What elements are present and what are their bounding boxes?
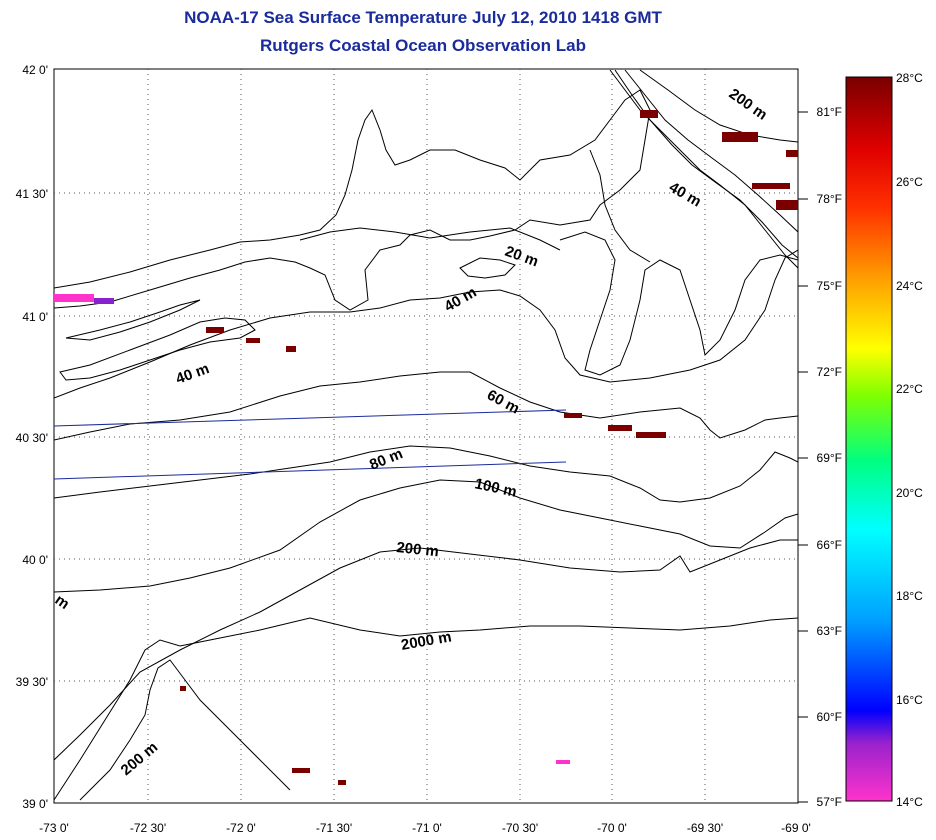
lon-label: -73 0' xyxy=(39,821,69,835)
celsius-label: 22°C xyxy=(896,382,923,396)
fahrenheit-label: 69°F xyxy=(817,451,842,465)
map-subtitle: Rutgers Coastal Ocean Observation Lab xyxy=(260,36,586,55)
lat-label: 42 0' xyxy=(22,63,48,77)
fahrenheit-label: 81°F xyxy=(817,105,842,119)
lon-label: -69 30' xyxy=(687,821,723,835)
lon-label: -71 0' xyxy=(412,821,442,835)
fahrenheit-scale: 81°F 78°F 75°F 72°F 69°F 66°F 63°F 60°F … xyxy=(817,105,842,809)
celsius-label: 20°C xyxy=(896,486,923,500)
celsius-label: 14°C xyxy=(896,795,923,809)
celsius-label: 26°C xyxy=(896,175,923,189)
lon-label: -72 30' xyxy=(130,821,166,835)
fahrenheit-label: 60°F xyxy=(817,710,842,724)
fahrenheit-label: 63°F xyxy=(817,624,842,638)
celsius-label: 18°C xyxy=(896,589,923,603)
lon-label: -70 30' xyxy=(502,821,538,835)
lat-label: 40 30' xyxy=(16,431,48,445)
colorbar xyxy=(845,76,893,802)
map-title: NOAA-17 Sea Surface Temperature July 12,… xyxy=(184,8,662,27)
contour-label: 200 m xyxy=(396,539,440,560)
celsius-label: 28°C xyxy=(896,71,923,85)
latitude-axis: 42 0' 41 30' 41 0' 40 30' 40 0' 39 30' 3… xyxy=(16,63,48,811)
lon-label: -70 0' xyxy=(597,821,627,835)
lat-label: 41 30' xyxy=(16,187,48,201)
lat-label: 41 0' xyxy=(22,310,48,324)
fahrenheit-label: 78°F xyxy=(817,192,842,206)
lon-label: -71 30' xyxy=(316,821,352,835)
longitude-axis: -73 0' -72 30' -72 0' -71 30' -71 0' -70… xyxy=(39,821,811,835)
celsius-label: 24°C xyxy=(896,279,923,293)
graticule xyxy=(54,69,798,803)
fahrenheit-label: 57°F xyxy=(817,795,842,809)
lon-label: -69 0' xyxy=(781,821,811,835)
fahrenheit-ticks xyxy=(798,111,808,803)
celsius-label: 16°C xyxy=(896,693,923,707)
bathymetry-contours xyxy=(54,69,798,801)
lat-label: 40 0' xyxy=(22,553,48,567)
lon-label: -72 0' xyxy=(226,821,256,835)
fahrenheit-label: 72°F xyxy=(817,365,842,379)
fahrenheit-label: 75°F xyxy=(817,279,842,293)
fahrenheit-label: 66°F xyxy=(817,538,842,552)
map-frame xyxy=(53,68,799,804)
celsius-scale: 28°C 26°C 24°C 22°C 20°C 18°C 16°C 14°C xyxy=(896,71,923,809)
lat-label: 39 0' xyxy=(22,797,48,811)
lat-label: 39 30' xyxy=(16,675,48,689)
